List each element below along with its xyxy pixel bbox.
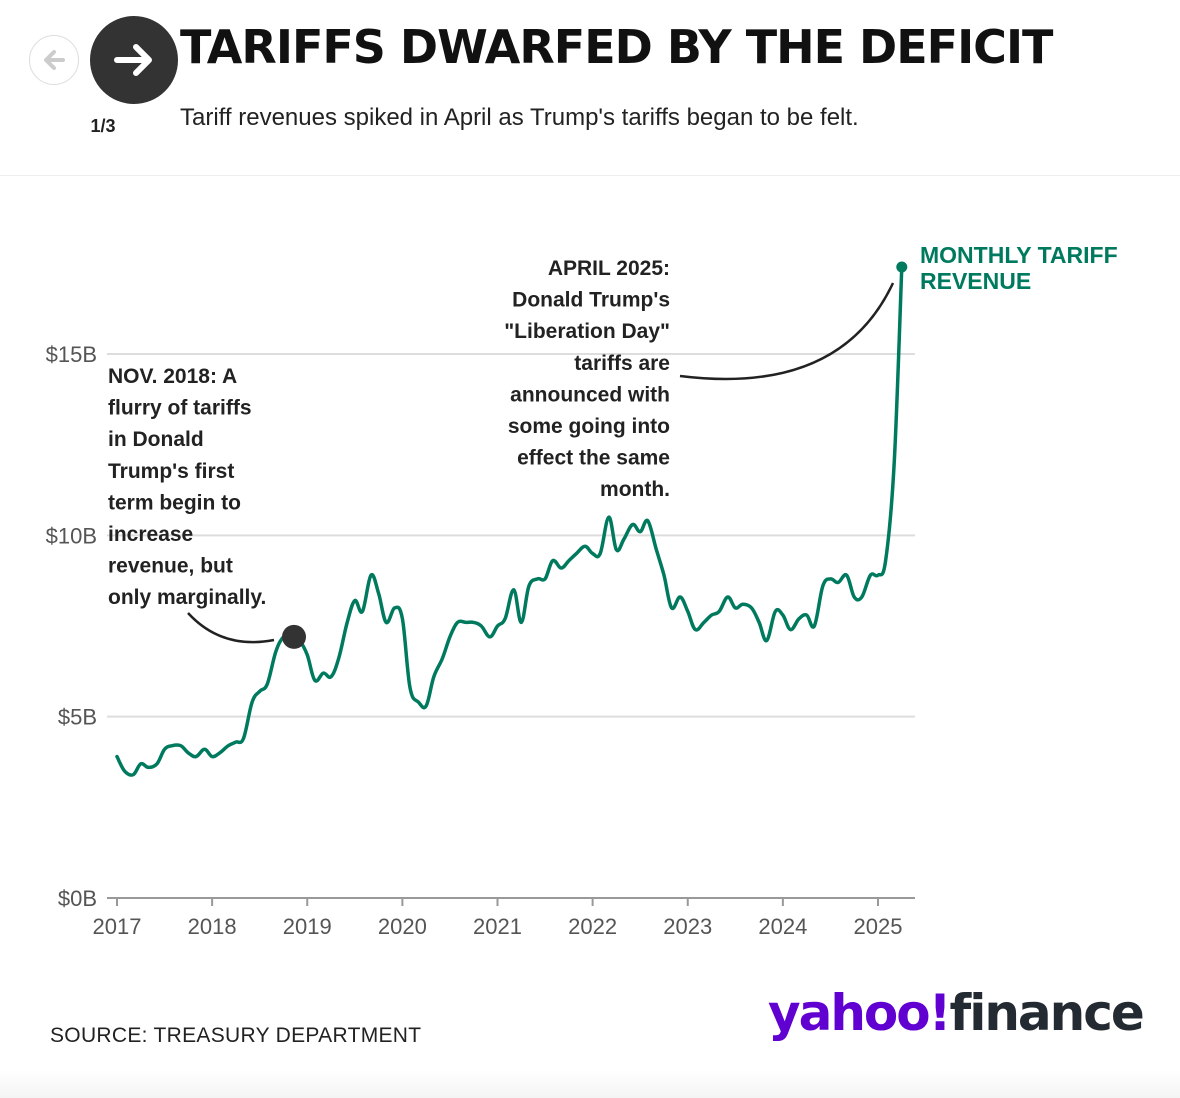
annotation-nov2018-line: NOV. 2018: A (108, 365, 237, 388)
page-subtitle: Tariff revenues spiked in April as Trump… (180, 104, 859, 131)
annotations: NOV. 2018: A flurry of tariffs in Donald Tr… (108, 257, 895, 644)
grid-lines (107, 353, 915, 718)
x-tick-label: 2020 (378, 914, 427, 939)
x-tick-label: 2021 (473, 914, 522, 939)
annotation-apr2025-connector (679, 282, 895, 381)
logo-finance-text: finance (949, 984, 1144, 1042)
annotation-apr2025-line: some going into (508, 415, 670, 438)
series-label: REVENUE (920, 268, 1031, 294)
x-tick-label: 2022 (568, 914, 617, 939)
x-tick-label: 2019 (283, 914, 332, 939)
annotation-apr2025-line: effect the same (517, 447, 670, 470)
series-end-point (896, 261, 908, 273)
highlight-point (282, 624, 306, 649)
annotation-apr2025-line: "Liberation Day" (504, 320, 670, 343)
series-label: MONTHLY TARIFF (920, 242, 1118, 268)
y-tick-label: $0B (58, 886, 97, 911)
annotation-nov2018-line: revenue, but (108, 555, 233, 578)
y-tick-label: $10B (46, 523, 97, 548)
annotation-nov2018-line: Trump's first (108, 460, 234, 483)
line-chart: $0B $5B $10B $15B 2017 2018 2019 2020 2021 2022 20… (46, 242, 1118, 939)
annotation-nov2018-line: term begin to (108, 491, 241, 514)
next-slide-button[interactable] (90, 16, 178, 104)
series-line (115, 265, 904, 777)
source-note: SOURCE: TREASURY DEPARTMENT (50, 1024, 422, 1047)
x-tick-label: 2025 (854, 914, 903, 939)
footer-fade (0, 1070, 1180, 1098)
x-tick-label: 2018 (188, 914, 237, 939)
x-tick-label: 2024 (758, 914, 807, 939)
annotation-apr2025-line: announced with (510, 383, 670, 406)
page-title: TARIFFS DWARFED BY THE DEFICIT (180, 20, 1053, 74)
annotation-nov2018-connector (187, 612, 275, 644)
arrow-left-icon (44, 50, 65, 70)
previous-slide-button[interactable] (29, 35, 79, 85)
x-tick-label: 2017 (93, 914, 142, 939)
annotation-apr2025-line: tariffs are (574, 352, 670, 375)
x-axis (107, 897, 915, 906)
annotation-nov2018-line: only marginally. (108, 586, 266, 609)
annotation-apr2025-line: APRIL 2025: (548, 257, 670, 280)
annotation-apr2025-line: Donald Trump's (512, 289, 670, 312)
annotation-nov2018-line: in Donald (108, 428, 204, 451)
tick-labels: $0B $5B $10B $15B 2017 2018 2019 2020 2021 2022 20… (46, 342, 903, 939)
y-tick-label: $15B (46, 342, 97, 367)
arrow-right-icon (114, 44, 152, 76)
logo-yahoo-text: yahoo! (768, 984, 951, 1042)
annotation-nov2018-line: flurry of tariffs (108, 397, 252, 420)
annotation-nov2018-line: increase (108, 523, 193, 546)
page-indicator: 1/3 (90, 116, 116, 136)
annotation-apr2025-line: month. (600, 478, 670, 501)
y-tick-label: $5B (58, 705, 97, 730)
yahoo-finance-logo: yahoo!finance (768, 984, 1145, 1042)
x-tick-label: 2023 (663, 914, 712, 939)
chart-header: 1/3 TARIFFS DWARFED BY THE DEFICIT Tarif… (0, 0, 1180, 176)
